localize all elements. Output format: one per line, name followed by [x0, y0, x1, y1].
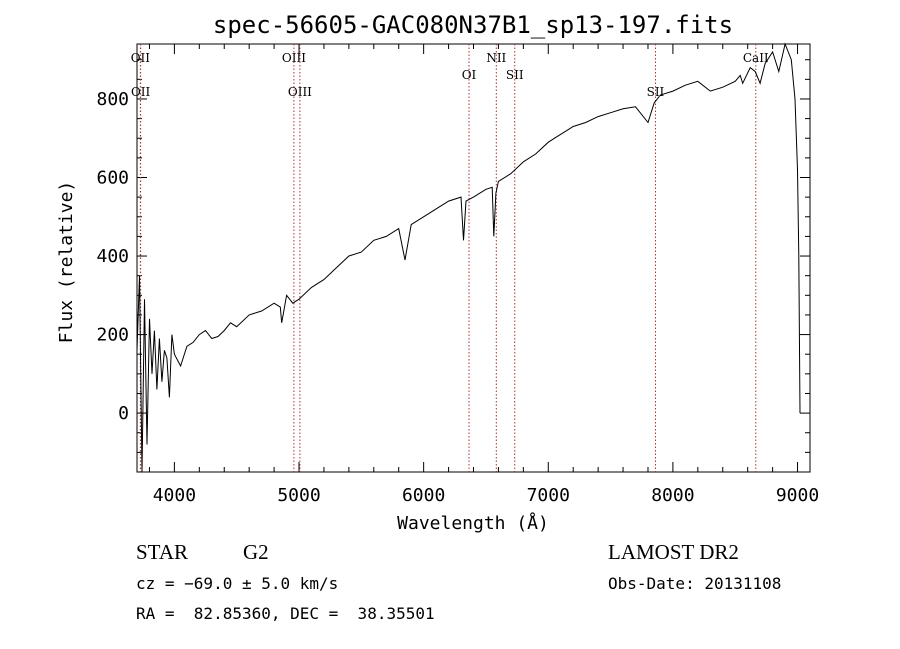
x-tick-label: 9000 [776, 485, 819, 506]
y-tick-label: 400 [96, 246, 129, 267]
line-label: OIII [288, 85, 312, 99]
line-label: OIII [282, 51, 306, 65]
radec-text: RA = 82.85360, DEC = 38.35501 [136, 604, 435, 623]
line-label: NII [486, 51, 506, 65]
object-class: STAR [136, 540, 188, 564]
x-axis-label: Wavelength (Å) [397, 512, 549, 534]
survey-name: LAMOST DR2 [608, 540, 739, 564]
x-tick-label: 8000 [651, 485, 694, 506]
y-tick-label: 800 [96, 89, 129, 110]
line-label: OI [462, 68, 477, 82]
chart-title: spec-56605-GAC080N37B1_sp13-197.fits [213, 11, 733, 39]
line-label: CaII [743, 51, 769, 65]
redshift-text: cz = −69.0 ± 5.0 km/s [136, 574, 339, 593]
object-subclass: G2 [243, 540, 269, 564]
line-label: SII [506, 68, 524, 82]
y-tick-label: 200 [96, 325, 129, 346]
obs-date-text: Obs-Date: 20131108 [608, 574, 782, 593]
y-tick-label: 0 [118, 403, 129, 424]
x-tick-label: 5000 [277, 485, 320, 506]
x-tick-label: 4000 [153, 485, 196, 506]
x-tick-label: 6000 [402, 485, 445, 506]
line-label: OII [131, 85, 151, 99]
plot-frame [136, 43, 811, 473]
x-tick-label: 7000 [527, 485, 570, 506]
y-axis-label: Flux (relative) [56, 181, 77, 344]
y-tick-label: 600 [96, 168, 129, 189]
line-label: SII [647, 85, 665, 99]
axis-ticks: 4000 5000 6000 7000 8000 9000 0 200 400 600 800 [96, 44, 819, 506]
spectrum-line [136, 42, 801, 473]
